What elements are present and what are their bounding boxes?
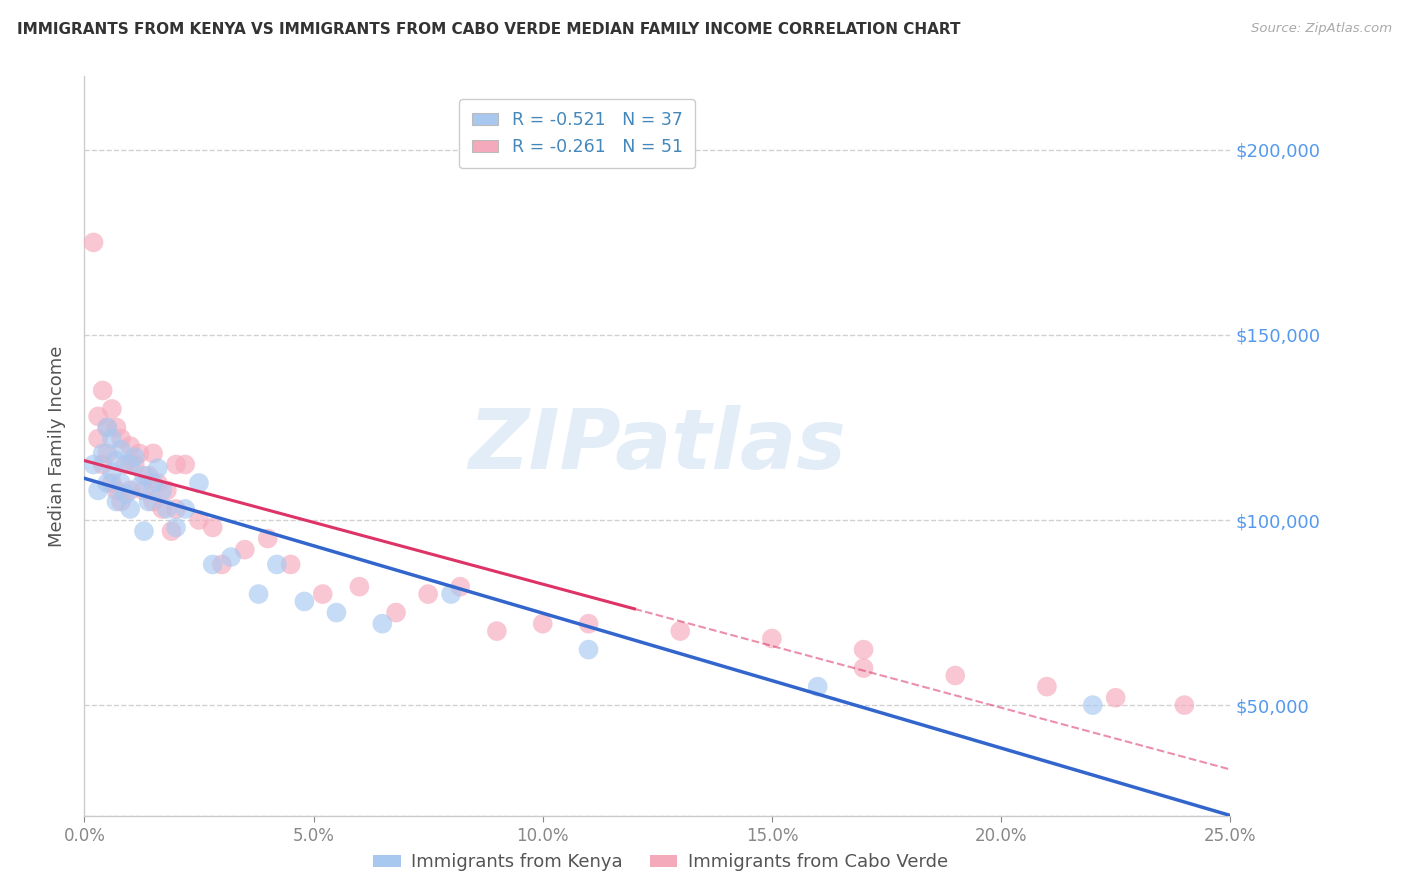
Point [105,494,128,508]
Point [101,432,124,446]
Point [165,520,187,534]
Point [669,624,692,639]
Point [87,409,110,424]
Point [578,616,600,631]
Point [146,461,169,475]
Point [485,624,508,639]
Point [142,476,165,491]
Point [91,446,114,460]
Point [247,587,270,601]
Point [132,468,155,483]
Point [150,502,173,516]
Point [142,494,165,508]
Point [165,502,187,516]
Point [124,458,146,472]
Point [120,458,142,472]
Point [165,458,187,472]
Point [138,468,160,483]
Point [120,439,142,453]
Point [312,587,335,601]
Point [449,580,471,594]
Point [105,483,128,498]
Point [146,476,169,491]
Point [174,458,197,472]
Point [160,524,183,538]
Point [807,680,830,694]
Point [280,558,302,572]
Point [91,458,114,472]
Point [105,420,128,434]
Point [256,532,278,546]
Point [201,558,224,572]
Point [105,454,128,468]
Point [110,442,132,457]
Point [101,476,124,491]
Text: IMMIGRANTS FROM KENYA VS IMMIGRANTS FROM CABO VERDE MEDIAN FAMILY INCOME CORRELA: IMMIGRANTS FROM KENYA VS IMMIGRANTS FROM… [17,22,960,37]
Point [1081,698,1104,712]
Point [371,616,394,631]
Point [128,480,150,494]
Point [1173,698,1195,712]
Point [110,494,132,508]
Point [124,450,146,464]
Y-axis label: Median Family Income: Median Family Income [48,345,66,547]
Point [292,594,315,608]
Point [120,502,142,516]
Legend: Immigrants from Kenya, Immigrants from Cabo Verde: Immigrants from Kenya, Immigrants from C… [367,847,955,879]
Point [138,494,160,508]
Point [128,446,150,460]
Point [761,632,783,646]
Point [188,513,211,527]
Point [188,476,211,491]
Point [266,558,288,572]
Point [385,606,408,620]
Point [531,616,554,631]
Point [852,661,875,675]
Legend: R = -0.521   N = 37, R = -0.261   N = 51: R = -0.521 N = 37, R = -0.261 N = 51 [460,99,695,169]
Point [325,606,347,620]
Point [87,432,110,446]
Point [110,432,132,446]
Point [142,446,165,460]
Point [132,524,155,538]
Point [349,580,371,594]
Point [96,476,118,491]
Point [96,420,118,434]
Point [174,502,197,516]
Point [91,384,114,398]
Point [1036,680,1059,694]
Point [87,483,110,498]
Point [132,483,155,498]
Point [943,668,966,682]
Point [114,487,136,501]
Point [578,642,600,657]
Point [219,549,242,565]
Point [156,483,179,498]
Point [201,520,224,534]
Point [156,502,179,516]
Point [114,458,136,472]
Point [440,587,463,601]
Text: ZIPatlas: ZIPatlas [468,406,846,486]
Point [418,587,440,601]
Point [101,401,124,416]
Point [96,420,118,434]
Point [852,642,875,657]
Point [120,483,142,498]
Point [150,483,173,498]
Text: Source: ZipAtlas.com: Source: ZipAtlas.com [1251,22,1392,36]
Point [96,446,118,460]
Point [83,458,105,472]
Point [1105,690,1128,705]
Point [233,542,256,557]
Point [110,476,132,491]
Point [211,558,233,572]
Point [83,235,105,250]
Point [101,465,124,479]
